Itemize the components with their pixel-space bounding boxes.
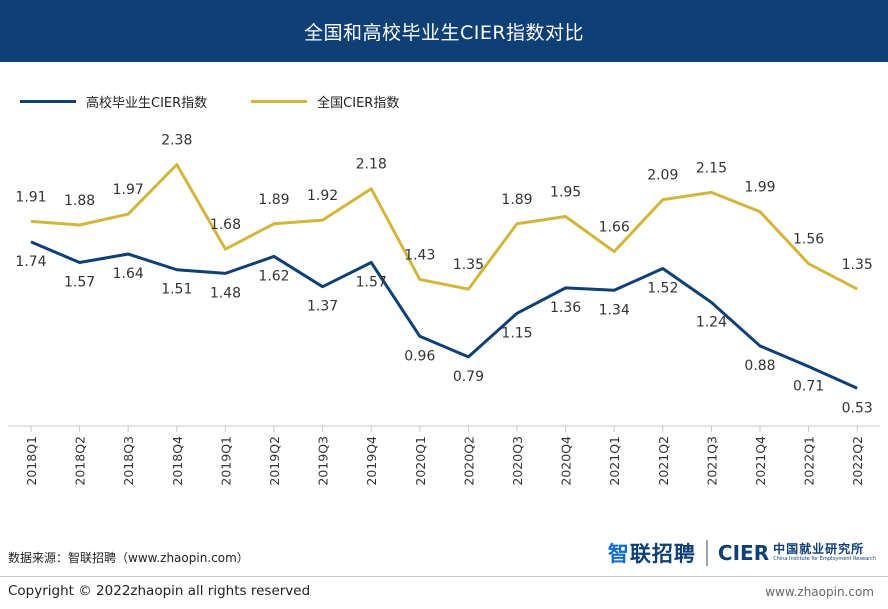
data-label: 1.97 [113,182,144,198]
series-line [30,240,858,390]
cier-logo-text: 中国就业研究所 China Institute for Employment R… [773,543,876,563]
data-label: 0.53 [842,400,873,416]
zhaopin-logo-first: 智 [607,542,630,566]
line-chart: 2018Q1 2018Q2 2018Q3 2018Q4 2019Q1 2019Q2 2019… [8,133,880,486]
data-label: 1.37 [307,299,338,315]
data-label: 1.56 [793,232,824,248]
cier-logo: CIER [717,541,770,565]
data-label: 1.74 [15,254,46,270]
data-label: 1.66 [599,220,630,236]
data-label: 1.15 [501,325,532,341]
data-label: 2.38 [161,133,192,149]
x-tick-label: 2021Q2 [656,436,671,486]
data-label: 1.62 [258,268,289,284]
data-source-note: 数据来源：智联招聘（www.zhaopin.com） [8,551,249,565]
data-label: 1.68 [210,217,241,233]
x-tick-label: 2019Q1 [218,436,233,486]
x-tick-label: 2019Q4 [364,436,379,486]
logo-divider [705,540,708,566]
x-tick-label: 2020Q1 [413,436,428,486]
data-label: 1.92 [307,188,338,204]
x-tick-label: 2018Q4 [170,436,185,486]
data-label: 1.89 [258,192,289,208]
data-label: 1.43 [404,247,435,263]
x-tick-label: 2020Q3 [510,436,525,486]
data-label: 1.36 [550,300,581,316]
data-label: 1.24 [696,314,727,330]
x-tick-label: 2018Q3 [121,436,136,486]
chart-title: 全国和高校毕业生CIER指数对比 [303,21,585,44]
data-label: 2.09 [647,168,678,184]
legend-label-graduate: 高校毕业生CIER指数 [86,96,208,111]
data-label: 1.88 [64,193,95,209]
x-tick-label: 2019Q2 [267,436,282,486]
legend-swatch-national [251,100,308,103]
data-label: 0.79 [453,369,484,385]
data-label: 1.34 [599,302,630,318]
legend-label-national: 全国CIER指数 [317,96,400,111]
x-tick-label: 2022Q2 [850,436,865,486]
legend-swatch-graduate [20,100,76,103]
footer-divider [0,576,888,577]
data-label: 1.99 [744,180,775,196]
copyright-text: Copyright © 2022zhaopin all rights reser… [8,583,311,599]
data-label: 1.64 [113,266,144,282]
x-tick-label: 2021Q4 [753,436,768,486]
legend-item-national: 全国CIER指数 [251,92,399,111]
data-label: 0.71 [793,379,824,395]
data-label: 0.88 [744,358,775,374]
x-tick-label: 2020Q4 [559,436,574,486]
x-tick-label: 2021Q3 [704,436,719,486]
footer-logos: 智联招聘 CIER 中国就业研究所 China Institute for Em… [608,538,876,568]
data-label: 1.91 [15,189,46,205]
x-tick-label: 2021Q1 [607,436,622,486]
data-label: 0.96 [404,348,435,364]
footer-url: www.zhaopin.com [765,585,874,599]
x-tick-label: 2020Q2 [461,436,476,486]
data-label: 1.57 [64,274,95,290]
legend: 高校毕业生CIER指数 全国CIER指数 [20,92,443,111]
data-label: 1.35 [453,257,484,273]
data-label: 1.95 [550,185,581,201]
data-label: 1.89 [501,192,532,208]
data-label: 1.51 [161,282,192,298]
zhaopin-logo: 智联招聘 [608,538,696,568]
cier-logo-en: China Institute for Employment Research [773,556,876,562]
cier-logo-cn: 中国就业研究所 [773,542,865,556]
series-line [30,163,858,291]
data-label: 1.57 [356,274,387,290]
x-tick-label: 2018Q1 [24,436,39,486]
zhaopin-logo-rest: 联招聘 [629,542,696,566]
data-label: 1.48 [210,285,241,301]
legend-item-graduate: 高校毕业生CIER指数 [20,92,207,111]
chart-title-bar: 全国和高校毕业生CIER指数对比 [0,0,888,62]
x-tick-label: 2018Q2 [73,436,88,486]
data-label: 1.35 [842,257,873,273]
data-label: 2.18 [356,157,387,173]
x-tick-label: 2022Q1 [802,436,817,486]
data-label: 2.15 [696,160,727,176]
x-tick-label: 2019Q3 [316,436,331,486]
data-label: 1.52 [647,281,678,297]
